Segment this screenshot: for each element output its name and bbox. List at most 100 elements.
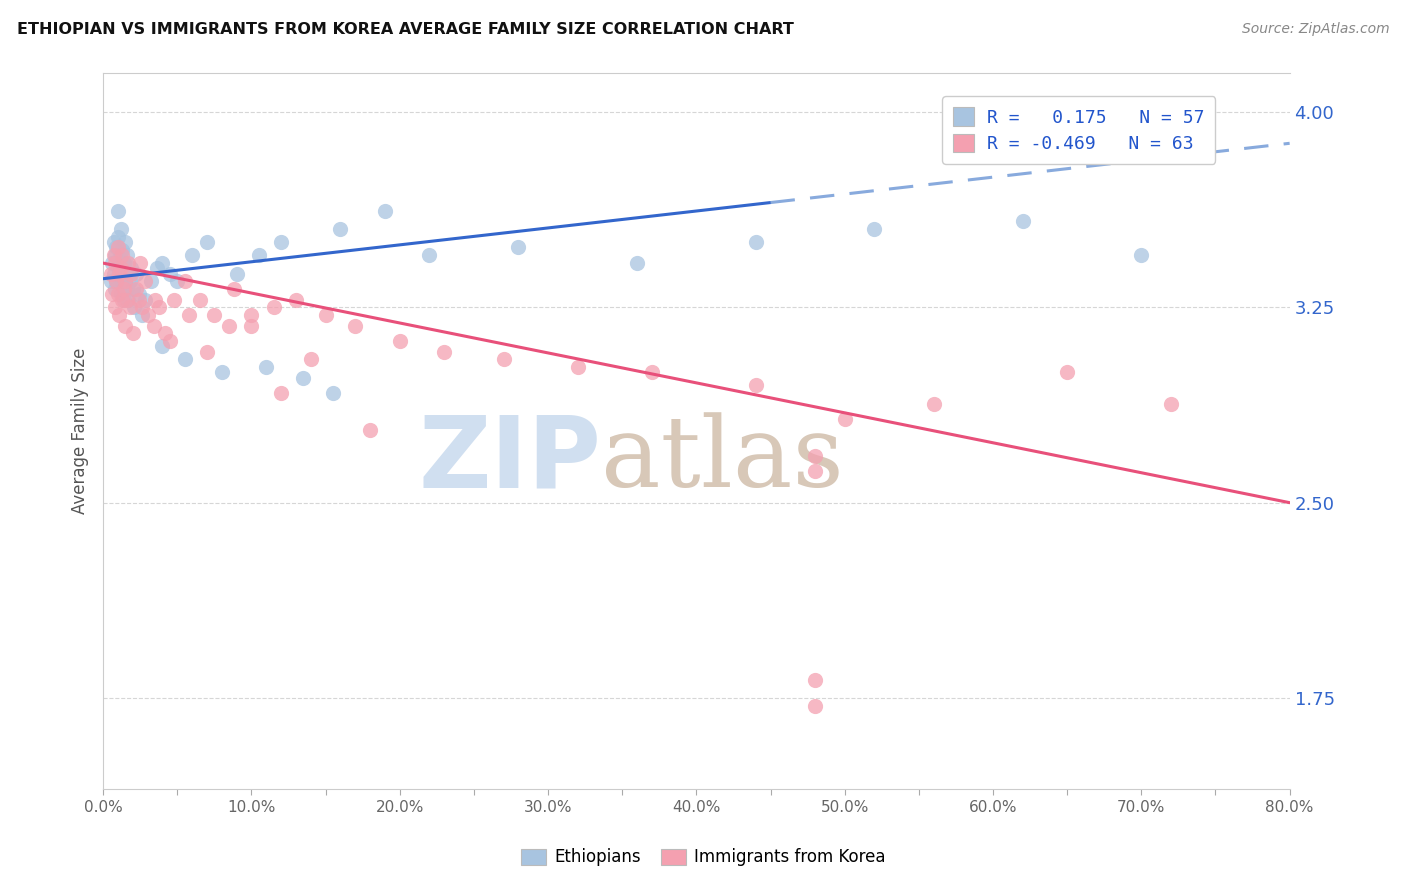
Point [107, 287, 129, 301]
Point [508, 240, 530, 254]
Point [104, 301, 127, 315]
Point [922, 397, 945, 411]
Point [110, 287, 132, 301]
Point [124, 301, 146, 315]
Point [128, 287, 150, 301]
Point [134, 293, 156, 307]
Point [254, 360, 277, 375]
Point [218, 318, 240, 333]
Point [159, 334, 181, 349]
Point [173, 352, 195, 367]
Point [129, 256, 152, 270]
Point [143, 293, 166, 307]
Point [105, 274, 128, 288]
Point [145, 261, 167, 276]
Point [152, 339, 174, 353]
Point [834, 412, 856, 426]
Point [804, 449, 827, 463]
Point [284, 293, 307, 307]
Point [117, 256, 139, 270]
Point [240, 308, 263, 322]
Point [128, 293, 150, 307]
Point [225, 267, 247, 281]
Point [418, 248, 440, 262]
Point [388, 334, 411, 349]
Point [103, 235, 125, 250]
Point [105, 240, 128, 254]
Point [118, 301, 141, 315]
Point [270, 235, 292, 250]
Point [112, 256, 135, 270]
Point [195, 235, 218, 250]
Point [222, 282, 245, 296]
Point [744, 235, 766, 250]
Point [112, 293, 135, 307]
Point [433, 344, 456, 359]
Point [1130, 248, 1153, 262]
Point [641, 366, 664, 380]
Point [148, 301, 170, 315]
Point [114, 235, 136, 250]
Point [104, 248, 127, 262]
Text: Source: ZipAtlas.com: Source: ZipAtlas.com [1241, 22, 1389, 37]
Point [270, 386, 292, 401]
Point [111, 274, 134, 288]
Point [111, 293, 134, 307]
Point [163, 293, 186, 307]
Point [108, 308, 131, 322]
Point [863, 222, 886, 236]
Point [121, 282, 143, 296]
Text: ETHIOPIAN VS IMMIGRANTS FROM KOREA AVERAGE FAMILY SIZE CORRELATION CHART: ETHIOPIAN VS IMMIGRANTS FROM KOREA AVERA… [17, 22, 794, 37]
Point [315, 308, 337, 322]
Point [100, 274, 122, 288]
Point [114, 318, 136, 333]
Point [567, 360, 589, 375]
Point [626, 256, 648, 270]
Legend: R =   0.175   N = 57, R = -0.469   N = 63: R = 0.175 N = 57, R = -0.469 N = 63 [942, 96, 1215, 164]
Point [240, 318, 263, 333]
Point [131, 308, 153, 322]
Text: atlas: atlas [602, 412, 844, 508]
Point [104, 256, 127, 270]
Point [118, 274, 141, 288]
Point [136, 308, 159, 322]
Point [142, 318, 165, 333]
Point [108, 267, 131, 281]
Point [107, 230, 129, 244]
Point [110, 222, 132, 236]
Point [322, 386, 344, 401]
Point [111, 243, 134, 257]
Point [804, 698, 827, 713]
Point [114, 267, 136, 281]
Point [105, 274, 128, 288]
Point [103, 248, 125, 262]
Point [115, 293, 138, 307]
Point [139, 274, 162, 288]
Point [359, 423, 381, 437]
Point [211, 366, 233, 380]
Point [125, 282, 148, 296]
Point [131, 301, 153, 315]
Point [329, 222, 352, 236]
Y-axis label: Average Family Size: Average Family Size [72, 348, 89, 515]
Point [804, 465, 827, 479]
Point [101, 256, 124, 270]
Point [111, 248, 134, 262]
Point [112, 282, 135, 296]
Point [1011, 214, 1033, 228]
Point [744, 378, 766, 392]
Point [107, 240, 129, 254]
Point [155, 326, 177, 341]
Point [202, 308, 225, 322]
Point [107, 204, 129, 219]
Point [299, 352, 322, 367]
Point [166, 274, 188, 288]
Point [107, 261, 129, 276]
Point [292, 370, 315, 384]
Point [104, 282, 127, 296]
Point [117, 293, 139, 307]
Point [101, 287, 124, 301]
Point [263, 301, 285, 315]
Point [195, 344, 218, 359]
Point [173, 274, 195, 288]
